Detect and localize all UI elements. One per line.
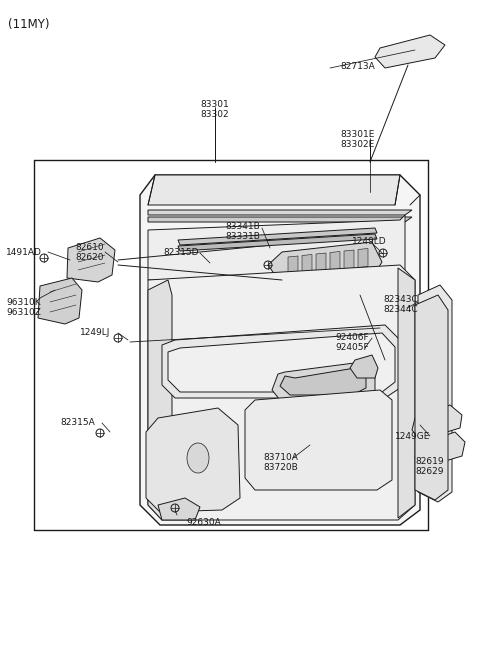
Text: 82619
82629: 82619 82629: [415, 457, 444, 476]
Polygon shape: [268, 242, 382, 282]
Text: 82610
82620: 82610 82620: [75, 243, 104, 263]
Polygon shape: [350, 355, 378, 378]
Polygon shape: [245, 390, 392, 490]
Text: 82315A: 82315A: [60, 418, 95, 427]
Polygon shape: [148, 217, 412, 222]
Text: (11MY): (11MY): [8, 18, 49, 31]
Text: 83301
83302: 83301 83302: [201, 100, 229, 119]
Polygon shape: [178, 228, 377, 245]
Polygon shape: [148, 280, 172, 520]
Text: 1249LD: 1249LD: [352, 237, 386, 246]
Polygon shape: [398, 268, 415, 518]
Polygon shape: [316, 253, 326, 272]
Text: 83341B
83331B: 83341B 83331B: [225, 222, 260, 242]
Polygon shape: [148, 175, 400, 205]
Polygon shape: [412, 405, 462, 440]
Text: 96310K
96310Z: 96310K 96310Z: [6, 298, 41, 318]
Polygon shape: [280, 368, 366, 395]
Ellipse shape: [187, 443, 209, 473]
Text: 1249GE: 1249GE: [395, 432, 431, 441]
Polygon shape: [158, 498, 200, 520]
Text: 82713A: 82713A: [340, 62, 375, 71]
Polygon shape: [38, 278, 82, 324]
Polygon shape: [330, 252, 340, 271]
Polygon shape: [146, 408, 240, 512]
Text: 83710A
83720B: 83710A 83720B: [263, 453, 298, 472]
Text: 1491AD: 1491AD: [6, 248, 42, 257]
Text: 83301E
83302E: 83301E 83302E: [340, 130, 374, 149]
Polygon shape: [344, 250, 354, 269]
Polygon shape: [415, 432, 465, 468]
Text: 92406F
92405F: 92406F 92405F: [335, 333, 369, 352]
Polygon shape: [375, 35, 445, 68]
Polygon shape: [148, 265, 415, 520]
Polygon shape: [272, 362, 375, 400]
Polygon shape: [148, 215, 405, 280]
Polygon shape: [178, 234, 377, 251]
Text: 82315D: 82315D: [163, 248, 199, 257]
Text: 92630A: 92630A: [186, 518, 221, 527]
Polygon shape: [168, 333, 395, 392]
Polygon shape: [140, 175, 420, 525]
Polygon shape: [288, 256, 298, 275]
Polygon shape: [358, 248, 368, 267]
Polygon shape: [418, 285, 452, 502]
Polygon shape: [148, 210, 412, 215]
Text: 1249LJ: 1249LJ: [80, 328, 110, 337]
Polygon shape: [302, 255, 312, 274]
Polygon shape: [67, 238, 115, 282]
Text: 82343C
82344C: 82343C 82344C: [383, 295, 418, 314]
Polygon shape: [162, 325, 400, 398]
Polygon shape: [415, 295, 448, 500]
